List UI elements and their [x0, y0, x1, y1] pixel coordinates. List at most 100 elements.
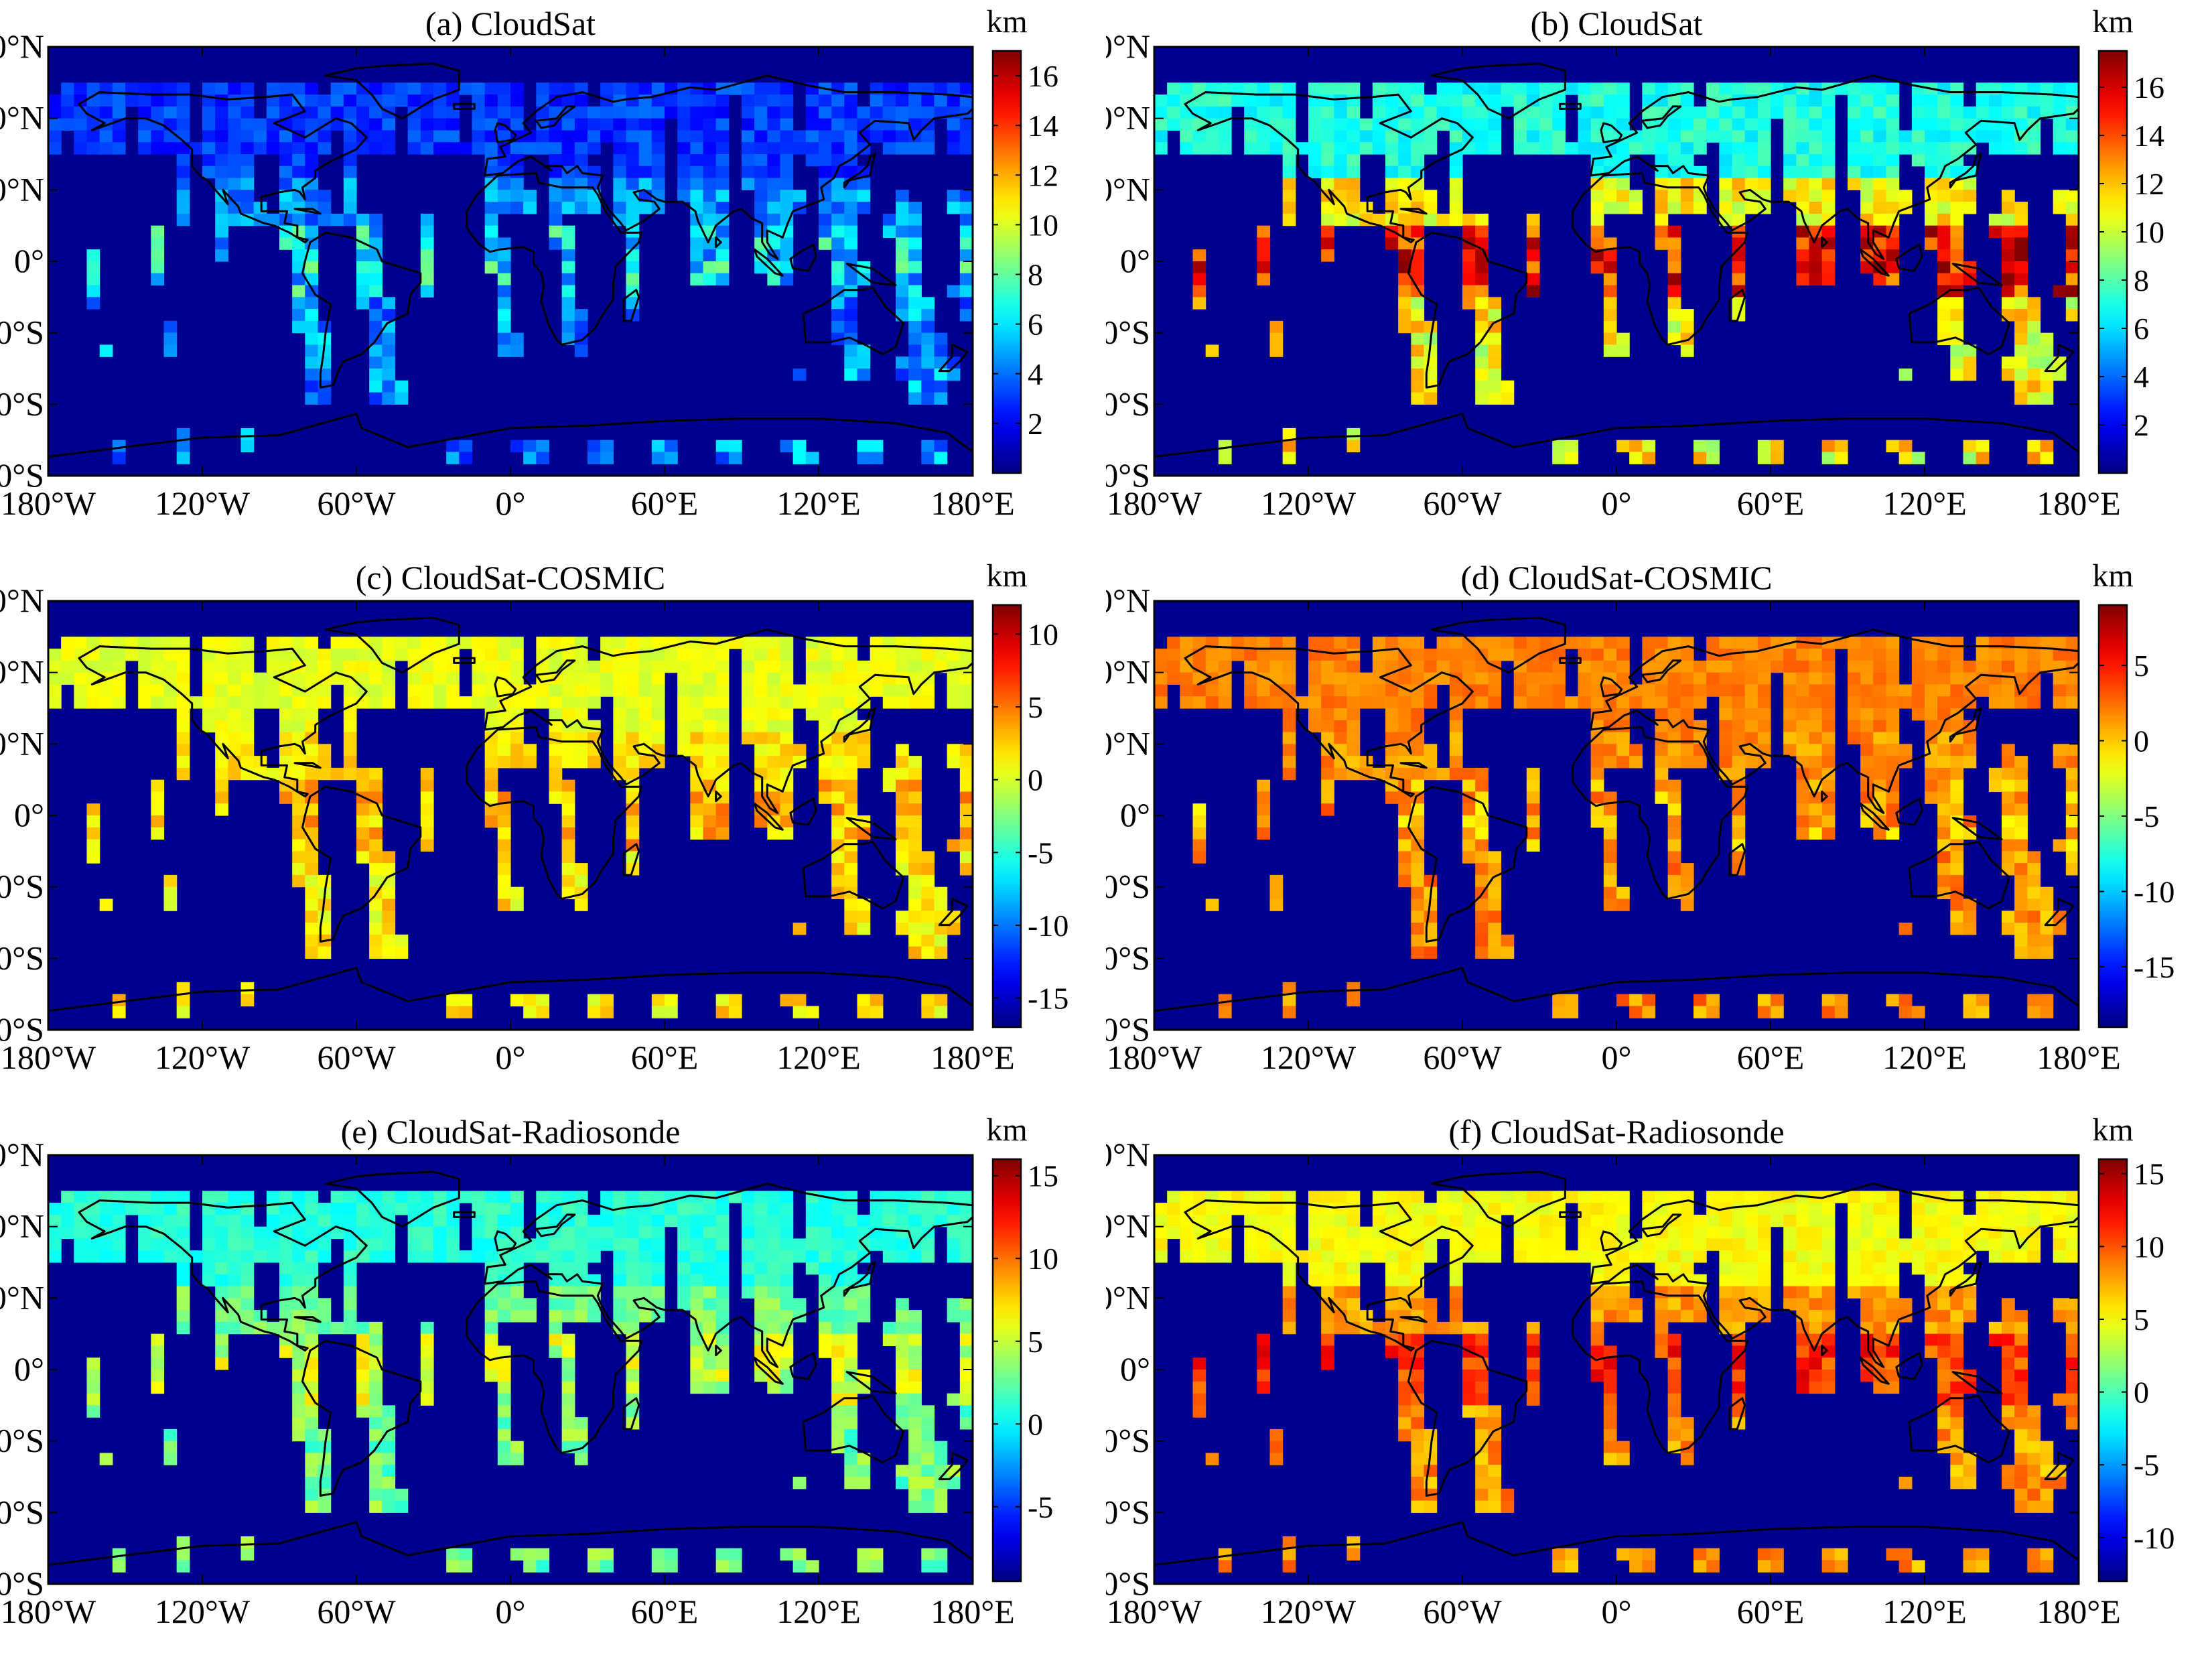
grid-cell — [1911, 118, 1925, 131]
grid-cell — [497, 1191, 511, 1203]
grid-cell — [151, 130, 165, 143]
x-tick-label: 60°W — [1423, 484, 1502, 522]
grid-cell — [1860, 744, 1874, 756]
grid-cell — [780, 827, 794, 840]
grid-cell — [819, 696, 832, 709]
grid-cell — [703, 803, 717, 816]
grid-cell — [1192, 261, 1206, 274]
grid-cell — [703, 696, 717, 709]
grid-cell — [1501, 934, 1515, 947]
grid-cell — [510, 649, 524, 661]
grid-cell — [343, 1310, 357, 1323]
grid-cell — [626, 696, 640, 709]
grid-cell — [1693, 130, 1707, 143]
grid-cell — [305, 899, 319, 911]
grid-cell — [1539, 118, 1553, 131]
grid-cell — [1925, 708, 1938, 721]
grid-cell — [908, 923, 922, 935]
grid-cell — [959, 672, 973, 685]
grid-cell — [497, 1357, 511, 1370]
grid-cell — [536, 684, 550, 697]
grid-cell — [1950, 696, 1964, 709]
grid-cell — [1154, 130, 1168, 143]
grid-cell — [1937, 309, 1951, 322]
grid-cell — [1925, 118, 1938, 131]
grid-cell — [831, 273, 845, 286]
grid-cell — [382, 332, 396, 346]
grid-cell — [638, 118, 652, 131]
grid-cell — [831, 1417, 845, 1430]
grid-cell — [574, 649, 588, 661]
colorbar-tick-label: -5 — [1028, 836, 1053, 870]
grid-cell — [510, 1441, 524, 1454]
grid-cell — [215, 249, 228, 262]
grid-cell — [343, 660, 357, 673]
grid-cell — [1925, 1203, 1938, 1215]
x-tick-label: 180°W — [1, 1593, 96, 1630]
grid-cell — [1385, 1191, 1399, 1203]
grid-cell — [1590, 142, 1604, 155]
grid-cell — [1590, 106, 1604, 119]
grid-cell — [908, 1203, 922, 1215]
grid-cell — [1590, 767, 1604, 781]
grid-cell — [1963, 202, 1977, 214]
grid-cell — [369, 142, 383, 155]
grid-cell — [151, 649, 165, 661]
grid-cell — [497, 1405, 511, 1418]
grid-cell — [1976, 684, 1990, 697]
grid-cell — [279, 165, 293, 179]
grid-cell — [1334, 1203, 1348, 1215]
grid-cell — [626, 130, 640, 143]
grid-cell — [1346, 994, 1361, 1007]
grid-cell — [407, 82, 421, 95]
grid-cell — [1719, 165, 1733, 179]
grid-cell — [61, 82, 74, 95]
grid-cell — [1578, 118, 1592, 131]
grid-cell — [792, 684, 807, 697]
grid-cell — [420, 1238, 434, 1251]
grid-cell — [626, 94, 640, 107]
grid-cell — [1821, 178, 1836, 190]
grid-cell — [2065, 82, 2079, 95]
grid-cell — [921, 332, 935, 346]
grid-cell — [677, 1286, 691, 1299]
grid-cell — [253, 142, 267, 155]
grid-cell — [767, 190, 781, 202]
grid-cell — [715, 1006, 730, 1018]
map-panel-d: (d) CloudSat-COSMIC90°N60°N30°N0°30°S60°… — [1106, 554, 2212, 1108]
grid-cell — [1719, 1191, 1733, 1203]
grid-cell — [1154, 106, 1168, 119]
grid-cell — [459, 1548, 473, 1561]
grid-cell — [1346, 708, 1361, 721]
grid-cell — [446, 1238, 460, 1251]
coastline-northAmerica — [1184, 645, 1474, 798]
grid-cell — [1783, 720, 1797, 733]
grid-cell — [651, 672, 665, 685]
grid-cell — [1719, 178, 1733, 190]
grid-cell — [343, 1203, 357, 1215]
grid-cell — [819, 1345, 832, 1358]
grid-cell — [844, 684, 858, 697]
grid-cell — [1950, 1214, 1964, 1227]
grid-cell — [536, 994, 550, 1007]
grid-cell — [819, 684, 832, 697]
grid-cell — [1809, 202, 1823, 214]
grid-cell — [1732, 637, 1746, 649]
grid-cell — [1539, 696, 1553, 709]
grid-cell — [819, 1274, 832, 1287]
grid-cell — [61, 94, 74, 107]
grid-cell — [1950, 851, 1964, 864]
grid-cell — [574, 190, 588, 202]
grid-cell — [1244, 94, 1257, 107]
grid-cell — [1732, 1203, 1746, 1215]
grid-cell — [613, 1321, 627, 1335]
grid-cell — [536, 637, 550, 649]
grid-cell — [819, 779, 832, 793]
grid-cell — [1886, 1214, 1900, 1227]
grid-cell — [1424, 94, 1438, 107]
grid-cell — [420, 1191, 434, 1203]
grid-cell — [459, 994, 473, 1007]
grid-cell — [407, 684, 421, 697]
grid-cell — [908, 1417, 922, 1430]
grid-cell — [1424, 1203, 1438, 1215]
